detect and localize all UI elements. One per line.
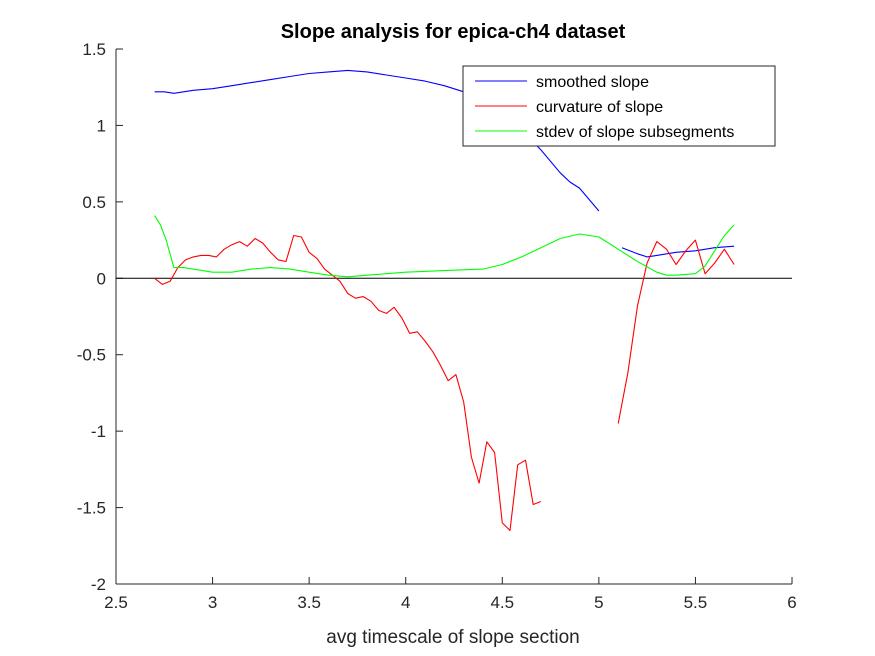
y-tick-label: 1.5 xyxy=(82,40,106,59)
x-tick-label: 5 xyxy=(594,593,603,612)
legend-entry-label: smoothed slope xyxy=(536,74,649,91)
x-tick-label: 2.5 xyxy=(104,593,128,612)
y-tick-label: -1 xyxy=(91,422,106,441)
legend: smoothed slope curvature of slope stdev of… xyxy=(462,65,776,147)
series-line-stdev-of-slope-subsegments xyxy=(154,215,735,278)
x-tick-label: 3.5 xyxy=(297,593,321,612)
x-tick-label: 4.5 xyxy=(490,593,514,612)
series-line-smoothed-slope xyxy=(621,245,735,258)
plot-area: 2.5 3 3.5 4 4.5 5 5.5 6 1.5 1 0.5 0 -0.5 -1 -1.5 -2 smoo… xyxy=(77,40,797,612)
y-tick-label: 0.5 xyxy=(82,193,106,212)
x-tick-label: 3 xyxy=(208,593,217,612)
x-tick-label: 4 xyxy=(401,593,410,612)
x-tick-label: 5.5 xyxy=(684,593,708,612)
y-tick-label: -0.5 xyxy=(77,346,106,365)
y-tick-label: -2 xyxy=(91,575,106,594)
legend-entry-label: curvature of slope xyxy=(536,99,663,116)
legend-entry-label: stdev of slope subsegments xyxy=(536,124,734,141)
x-axis-label: avg timescale of slope section xyxy=(326,627,579,648)
series-line-curvature-of-slope xyxy=(154,234,542,532)
series-line-curvature-of-slope xyxy=(617,239,735,424)
y-tick-label: -1.5 xyxy=(77,499,106,518)
y-tick-label: 0 xyxy=(97,269,106,288)
x-tick-label: 6 xyxy=(787,593,796,612)
y-tick-label: 1 xyxy=(97,116,106,135)
chart-title: Slope analysis for epica-ch4 dataset xyxy=(281,21,626,43)
